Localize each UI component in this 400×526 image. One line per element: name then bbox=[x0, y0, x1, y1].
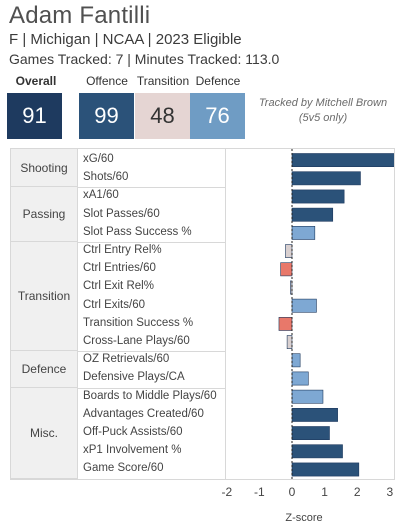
metric-label-off-puck-assists-60: Off-Puck Assists/60 bbox=[83, 426, 183, 438]
metrics-panel: xG/60 Shots/60 Shooting xA1/60 Slot Passes/6… bbox=[10, 148, 395, 480]
defence-score: 76 bbox=[190, 93, 245, 139]
metric-label-ctrl-exit-rel: Ctrl Exit Rel% bbox=[83, 280, 154, 293]
x-tick-label: 3 bbox=[386, 485, 394, 499]
offence-header: Offence bbox=[86, 74, 128, 88]
x-tick-label: -2 bbox=[221, 485, 233, 499]
metric-label-xp1-involvement: xP1 Involvement % bbox=[83, 444, 182, 457]
defence-header: Defence bbox=[195, 74, 241, 88]
games-tracked-line: Games Tracked: 7 | Minutes Tracked: 113.… bbox=[9, 51, 280, 67]
metric-label-shots-60: Shots/60 bbox=[83, 171, 129, 184]
metric-label-transition-success: Transition Success % bbox=[83, 316, 194, 329]
metric-label-xa1-60: xA1/60 bbox=[83, 189, 119, 202]
overall-score: 91 bbox=[7, 93, 62, 139]
bar-ctrl-entries-60 bbox=[280, 262, 293, 277]
metric-label-boards-to-middle-plays-60: Boards to Middle Plays/60 bbox=[83, 389, 217, 402]
player-subtitle: F | Michigan | NCAA | 2023 Eligible bbox=[9, 31, 242, 48]
bar-boards-to-middle-plays-60 bbox=[291, 389, 324, 404]
offence-score: 99 bbox=[79, 93, 134, 139]
tracked-note-line1: Tracked by Mitchell Brown bbox=[258, 97, 388, 109]
metric-label-game-score-60: Game Score/60 bbox=[83, 462, 164, 475]
bar-shots-60 bbox=[291, 171, 361, 186]
metric-label-advantages-created-60: Advantages Created/60 bbox=[83, 407, 204, 420]
bar-oz-retrievals-60 bbox=[291, 353, 301, 368]
bar-slot-passes-60 bbox=[291, 207, 334, 222]
metric-label-ctrl-entries-60: Ctrl Entries/60 bbox=[83, 262, 156, 275]
bar-defensive-plays-ca bbox=[291, 371, 309, 386]
metric-label-slot-pass-success: Slot Pass Success % bbox=[83, 225, 192, 238]
metric-label-ctrl-entry-rel: Ctrl Entry Rel% bbox=[83, 244, 162, 256]
transition-score: 48 bbox=[135, 93, 190, 139]
group-separator bbox=[78, 187, 225, 189]
tracked-note-line2: (5v5 only) bbox=[298, 112, 348, 124]
group-separator bbox=[78, 351, 225, 353]
overall-header: Overall bbox=[15, 74, 57, 88]
bar-xg-60 bbox=[291, 153, 394, 167]
bar-cross-lane-plays-60 bbox=[286, 335, 293, 349]
category-transition: Transition bbox=[11, 242, 78, 352]
x-axis-label: Z-score bbox=[285, 512, 323, 524]
bar-xa1-60 bbox=[291, 189, 345, 204]
bar-game-score-60 bbox=[291, 462, 360, 477]
bar-transition-success bbox=[278, 317, 293, 331]
x-tick-label: 1 bbox=[321, 485, 328, 499]
bar-ctrl-exits-60 bbox=[291, 298, 317, 313]
bar-ctrl-exit-rel bbox=[290, 280, 293, 295]
metric-label-slot-passes-60: Slot Passes/60 bbox=[83, 207, 160, 220]
x-tick-label: -1 bbox=[254, 485, 265, 499]
metric-label-defensive-plays-ca: Defensive Plays/CA bbox=[83, 371, 185, 384]
panel-divider bbox=[225, 149, 226, 479]
metric-label-xg-60: xG/60 bbox=[83, 153, 114, 165]
group-separator bbox=[78, 242, 225, 243]
bar-off-puck-assists-60 bbox=[291, 426, 330, 440]
category-shooting: Shooting bbox=[11, 149, 78, 188]
category-misc: Misc. bbox=[11, 387, 78, 479]
bar-ctrl-entry-rel bbox=[285, 244, 293, 258]
metric-label-oz-retrievals-60: OZ Retrievals/60 bbox=[83, 353, 170, 366]
tracked-note: Tracked by Mitchell Brown (5v5 only) bbox=[252, 96, 394, 126]
category-defence: Defence bbox=[11, 351, 78, 388]
transition-header: Transition bbox=[136, 74, 190, 88]
bar-advantages-created-60 bbox=[291, 407, 338, 422]
chart-area bbox=[226, 149, 394, 479]
metric-label-cross-lane-plays-60: Cross-Lane Plays/60 bbox=[83, 335, 190, 347]
metric-label-ctrl-exits-60: Ctrl Exits/60 bbox=[83, 298, 145, 311]
bar-plot bbox=[278, 149, 394, 479]
category-passing: Passing bbox=[11, 187, 78, 242]
player-name: Adam Fantilli bbox=[9, 2, 151, 29]
bar-xp1-involvement bbox=[291, 444, 343, 459]
x-tick-label: 2 bbox=[353, 485, 361, 499]
group-separator bbox=[78, 387, 225, 389]
x-tick-label: 0 bbox=[288, 485, 296, 499]
bar-slot-pass-success bbox=[291, 226, 316, 240]
